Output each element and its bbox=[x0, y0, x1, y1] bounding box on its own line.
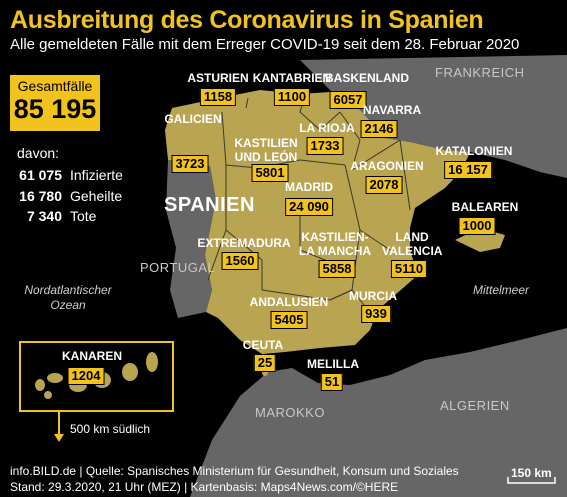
scale-bar bbox=[507, 477, 556, 484]
footer-date: Stand: 29.3.2020, 21 Uhr (MEZ) | Kartenb… bbox=[10, 480, 399, 494]
region-name-extremadura: EXTREMADURA bbox=[197, 236, 291, 250]
total-value: 85 195 bbox=[13, 94, 97, 124]
region-cases-ceuta: 25 bbox=[253, 354, 277, 372]
stat-dead-label: Tote bbox=[70, 208, 97, 224]
north-africa-land bbox=[190, 328, 567, 497]
region-name-kastilien-leon: KASTILIEN UND LEÓN bbox=[234, 136, 298, 164]
total-label: Gesamtfälle bbox=[17, 78, 93, 94]
label-atlantic: Nordatlantischer Ozean bbox=[24, 283, 112, 312]
region-name-murcia: MURCIA bbox=[349, 289, 397, 303]
region-cases-asturien: 1158 bbox=[199, 88, 237, 106]
region-name-andalusien: ANDALUSIEN bbox=[249, 295, 329, 309]
canary-distance-note: 500 km südlich bbox=[70, 422, 151, 436]
spain-land bbox=[165, 90, 470, 354]
portugal-land bbox=[166, 160, 216, 318]
france-land bbox=[300, 55, 567, 178]
region-cases-katalonien: 16 157 bbox=[444, 161, 492, 179]
label-france: FRANKREICH bbox=[435, 65, 525, 80]
region-name-kastilien-mancha: KASTILIEN-LA MANCHA bbox=[298, 230, 372, 258]
label-morocco: MAROKKO bbox=[255, 405, 325, 420]
stat-recovered: 16 780 Geheilte bbox=[12, 188, 122, 204]
region-name-asturien: ASTURIEN bbox=[187, 71, 249, 85]
region-name-navarra: NAVARRA bbox=[362, 103, 422, 117]
region-cases-navarra: 2146 bbox=[360, 120, 398, 138]
region-cases-balearen: 1000 bbox=[458, 217, 496, 235]
region-cases-valencia: 5110 bbox=[390, 260, 428, 278]
canary-inset-frame bbox=[19, 341, 174, 412]
label-mediterranean: Mittelmeer bbox=[473, 283, 530, 297]
region-name-melilla: MELILLA bbox=[307, 357, 359, 371]
region-name-katalonien: KATALONIEN bbox=[435, 144, 513, 158]
canary-arrowhead bbox=[54, 434, 64, 442]
stat-infected: 61 075 Infizierte bbox=[12, 167, 123, 183]
region-cases-baskenland: 6057 bbox=[329, 91, 367, 109]
region-name-madrid: MADRID bbox=[285, 180, 333, 194]
region-name-galicien: GALICIEN bbox=[164, 112, 222, 126]
region-cases-larioja: 1733 bbox=[306, 137, 344, 155]
region-cases-madrid: 24 090 bbox=[285, 198, 333, 216]
region-name-balearen: BALEAREN bbox=[451, 200, 519, 214]
region-cases-aragonien: 2078 bbox=[365, 176, 403, 194]
region-cases-murcia: 939 bbox=[361, 305, 391, 323]
stat-infected-value: 61 075 bbox=[19, 167, 62, 183]
label-portugal: PORTUGAL bbox=[140, 260, 216, 275]
stat-infected-label: Infizierte bbox=[70, 167, 123, 183]
stat-dead-value: 7 340 bbox=[26, 208, 62, 224]
region-cases-kanaren: 1204 bbox=[67, 367, 105, 385]
label-algeria: ALGERIEN bbox=[440, 398, 510, 413]
stat-recovered-value: 16 780 bbox=[19, 188, 62, 204]
region-cases-andalusien: 5405 bbox=[270, 311, 308, 329]
region-name-ceuta: CEUTA bbox=[242, 338, 284, 352]
total-cases-box: Gesamtfälle 85 195 bbox=[10, 75, 100, 131]
label-spain: SPANIEN bbox=[164, 194, 255, 216]
region-cases-extremadura: 1560 bbox=[221, 252, 259, 270]
region-name-aragonien: ARAGONIEN bbox=[350, 159, 424, 173]
region-name-valencia: LAND VALENCIA bbox=[382, 230, 443, 258]
region-name-larioja: LA RIOJA bbox=[299, 121, 355, 135]
region-name-kanaren: KANAREN bbox=[62, 349, 122, 363]
scale-label: 150 km bbox=[511, 466, 552, 480]
region-cases-kastilien-leon: 5801 bbox=[251, 164, 289, 182]
region-cases-galicien: 3723 bbox=[171, 155, 209, 173]
footer-source: info.BILD.de | Quelle: Spanisches Minist… bbox=[10, 464, 459, 478]
region-cases-melilla: 51 bbox=[320, 373, 344, 391]
page-subtitle: Alle gemeldeten Fälle mit dem Erreger CO… bbox=[10, 36, 520, 53]
region-name-baskenland: BASKENLAND bbox=[325, 71, 409, 85]
breakdown-intro: davon: bbox=[17, 145, 60, 161]
stat-dead: 7 340 Tote bbox=[12, 208, 97, 224]
region-name-kantabrien: KANTABRIEN bbox=[252, 71, 332, 85]
region-cases-kantabrien: 1100 bbox=[273, 88, 311, 106]
region-cases-kastilien-mancha: 5858 bbox=[318, 260, 356, 278]
stat-recovered-label: Geheilte bbox=[70, 188, 123, 204]
page-title: Ausbreitung des Coronavirus in Spanien bbox=[10, 6, 484, 34]
